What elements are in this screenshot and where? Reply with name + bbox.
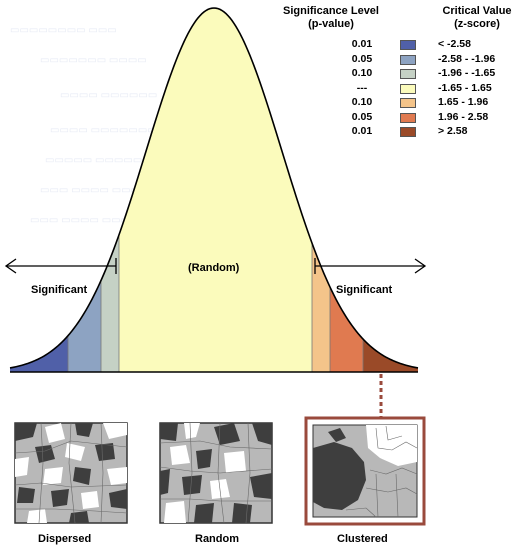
legend-swatch xyxy=(400,40,416,50)
legend-pvalue: 0.10 xyxy=(351,67,373,79)
legend-pvalue: 0.05 xyxy=(351,110,373,123)
legend-zscore: 1.65 - 1.96 xyxy=(438,96,489,108)
sig-header-line2: (p-value) xyxy=(308,18,354,30)
right-arrow xyxy=(314,258,427,274)
legend-swatch xyxy=(400,54,416,65)
clustered-caption: Clustered xyxy=(337,533,388,545)
left-significant-label: Significant xyxy=(31,284,88,296)
legend-zscore: < -2.58 xyxy=(438,38,471,50)
right-significant-label: Significant xyxy=(336,284,393,296)
bell-curve-outline xyxy=(9,7,419,369)
legend-swatch xyxy=(400,69,416,79)
crit-header-line1: Critical Value xyxy=(442,5,512,17)
band-1.65-1.96 xyxy=(312,8,330,372)
band-lt-2.58 xyxy=(10,8,68,372)
band-neg1.65-1.65 xyxy=(119,8,312,372)
band-neg1.96-neg1.65 xyxy=(101,8,119,372)
left-arrow xyxy=(4,258,117,274)
random-label: (Random) xyxy=(188,262,240,274)
legend-pvalue: 0.01 xyxy=(351,125,373,137)
legend-swatch xyxy=(400,83,416,94)
sig-header: Significance Level (p-value) xyxy=(276,5,386,31)
random-map xyxy=(159,422,273,524)
legend-swatch xyxy=(400,127,416,137)
legend-pvalue: --- xyxy=(356,81,368,94)
legend-zscore: 1.96 - 2.58 xyxy=(438,110,489,123)
random-caption: Random xyxy=(195,533,239,545)
clustered-map xyxy=(304,416,426,526)
legend-swatch xyxy=(400,98,416,108)
legend-zscore: -1.65 - 1.65 xyxy=(438,81,492,94)
crit-header-line2: (z-score) xyxy=(454,18,500,30)
legend-zscore: -1.96 - -1.65 xyxy=(438,67,496,79)
band-neg2.58-neg1.96 xyxy=(68,8,101,372)
legend-zscore: > 2.58 xyxy=(438,125,468,137)
legend-pvalue: 0.05 xyxy=(351,52,373,65)
sig-header-line1: Significance Level xyxy=(283,5,379,17)
legend-pvalue: 0.01 xyxy=(351,38,373,50)
legend-pvalue: 0.10 xyxy=(351,96,373,108)
dispersed-caption: Dispersed xyxy=(38,533,92,545)
legend-swatch xyxy=(400,112,416,123)
legend-zscore: -2.58 - -1.96 xyxy=(438,52,496,65)
crit-header: Critical Value (z-score) xyxy=(432,5,522,31)
dispersed-map xyxy=(14,422,128,524)
